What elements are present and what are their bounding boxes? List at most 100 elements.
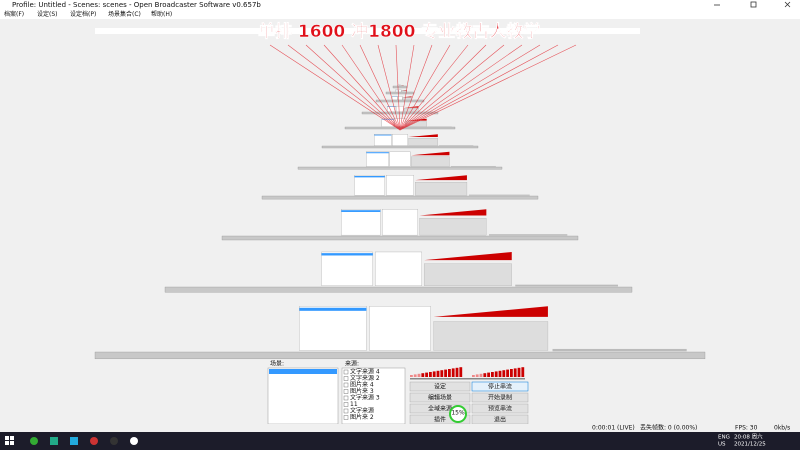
button[interactable]: [409, 403, 471, 414]
meter-bar: [475, 374, 479, 377]
button-label[interactable]: 编辑场景: [428, 393, 452, 401]
button[interactable]: [409, 392, 471, 403]
sources-label: 来源:: [345, 360, 359, 368]
source-checkbox[interactable]: [343, 389, 349, 394]
button[interactable]: [471, 392, 529, 403]
capture-taskbar: [321, 145, 479, 149]
button[interactable]: [409, 381, 471, 392]
button-label[interactable]: 全域来源: [428, 404, 452, 412]
capture-source-list: [397, 96, 403, 101]
meter-bar: [451, 368, 455, 377]
source-checkbox[interactable]: [343, 415, 349, 420]
taskbar-app[interactable]: [90, 437, 98, 445]
button-label[interactable]: 停止串流: [488, 382, 512, 390]
capture-buttons: [433, 321, 549, 351]
recursive-capture: [94, 28, 706, 360]
menu-item[interactable]: 设定档(P): [70, 10, 96, 18]
capture-source-list: [399, 84, 401, 87]
button[interactable]: [471, 381, 529, 392]
overlay-ray: [399, 44, 487, 131]
source-checkbox[interactable]: [343, 395, 349, 401]
capture-scene-list: [341, 209, 381, 236]
source-item[interactable]: 文字来源 4: [350, 368, 380, 376]
menu-item[interactable]: 设定(S): [37, 10, 58, 18]
source-item[interactable]: 文字来源 3: [350, 394, 380, 402]
source-list[interactable]: [341, 367, 406, 425]
capture-meter: [411, 151, 450, 156]
recursive-capture: [297, 151, 503, 170]
overlay-ray: [395, 44, 401, 131]
source-item[interactable]: 文字来源 2: [350, 374, 380, 382]
capture-selected: [341, 210, 381, 212]
capture-meter: [419, 209, 487, 216]
capture-buttons: [400, 85, 404, 87]
meter-bar: [491, 372, 494, 377]
capture-meter: [406, 118, 427, 121]
source-checkbox[interactable]: [343, 408, 349, 414]
meter-bar: [455, 367, 459, 377]
capture-source-list: [382, 209, 418, 236]
title-bar: [0, 0, 800, 10]
overlay-ray: [399, 44, 577, 131]
capture-scene-list: [321, 251, 373, 286]
capture-source-list: [389, 151, 411, 167]
taskbar-app[interactable]: [130, 437, 138, 445]
source-item[interactable]: 11: [350, 401, 358, 408]
source-checkbox[interactable]: [343, 402, 349, 407]
source-item[interactable]: 图片来 3: [350, 387, 374, 395]
capture-status: [439, 145, 474, 146]
overlay-ray: [399, 44, 559, 131]
taskbar-app[interactable]: [70, 437, 78, 445]
taskbar-app[interactable]: [50, 437, 58, 445]
capture-source-list: [396, 106, 404, 112]
capture-buttons: [419, 218, 487, 236]
recursive-capture: [164, 251, 633, 293]
button[interactable]: [471, 403, 529, 414]
overlay-ray: [359, 44, 401, 131]
overlay-ray: [399, 44, 433, 131]
capture-taskbar: [94, 351, 706, 360]
overlay-ray: [287, 44, 401, 131]
menu-item[interactable]: 场景集合(C): [108, 10, 141, 18]
meter-bar: [517, 367, 521, 377]
source-item[interactable]: 文字来源: [350, 407, 374, 415]
status-fps: FPS: 30: [735, 425, 758, 432]
status-time: 0:00:01 (LIVE): [592, 425, 635, 432]
scene-item-selected[interactable]: [269, 369, 337, 374]
source-item[interactable]: 图片来 2: [350, 413, 374, 421]
scenes-label: 场景:: [270, 360, 284, 368]
meter-bar: [498, 370, 502, 377]
overlay-ray: [399, 44, 451, 131]
source-checkbox[interactable]: [343, 382, 349, 388]
recursive-capture: [361, 106, 439, 115]
button-label[interactable]: 预览串流: [488, 404, 512, 412]
scene-list[interactable]: [267, 367, 339, 425]
capture-scene-list: [391, 96, 398, 101]
taskbar-app[interactable]: [110, 437, 118, 445]
menu-item[interactable]: 档案(F): [4, 10, 24, 18]
meter-bar: [429, 372, 432, 377]
capture-taskbar: [261, 195, 539, 200]
source-checkbox[interactable]: [343, 376, 349, 381]
overlay-ray: [399, 44, 469, 131]
capture-status: [469, 194, 530, 196]
tray-region: US: [718, 442, 726, 448]
meter-bar: [448, 369, 451, 377]
capture-taskbar: [221, 235, 579, 241]
menu-item[interactable]: 帮助(H): [151, 10, 172, 18]
menu-bar: [0, 10, 800, 19]
capture-buttons: [424, 263, 512, 286]
capture-taskbar: [164, 286, 633, 293]
meter-bar: [432, 371, 436, 377]
meter-bar: [417, 373, 421, 377]
button-label[interactable]: 设定: [434, 382, 446, 390]
button-label[interactable]: 开始录制: [488, 393, 512, 401]
button-label[interactable]: 退出: [494, 415, 506, 423]
source-checkbox[interactable]: [343, 369, 349, 375]
start-button[interactable]: [5, 436, 14, 445]
taskbar-app[interactable]: [30, 437, 38, 445]
recursive-capture: [375, 96, 425, 103]
button-label[interactable]: 插件: [434, 415, 446, 423]
recursive-capture: [221, 209, 579, 241]
source-item[interactable]: 图片来 4: [350, 381, 374, 389]
